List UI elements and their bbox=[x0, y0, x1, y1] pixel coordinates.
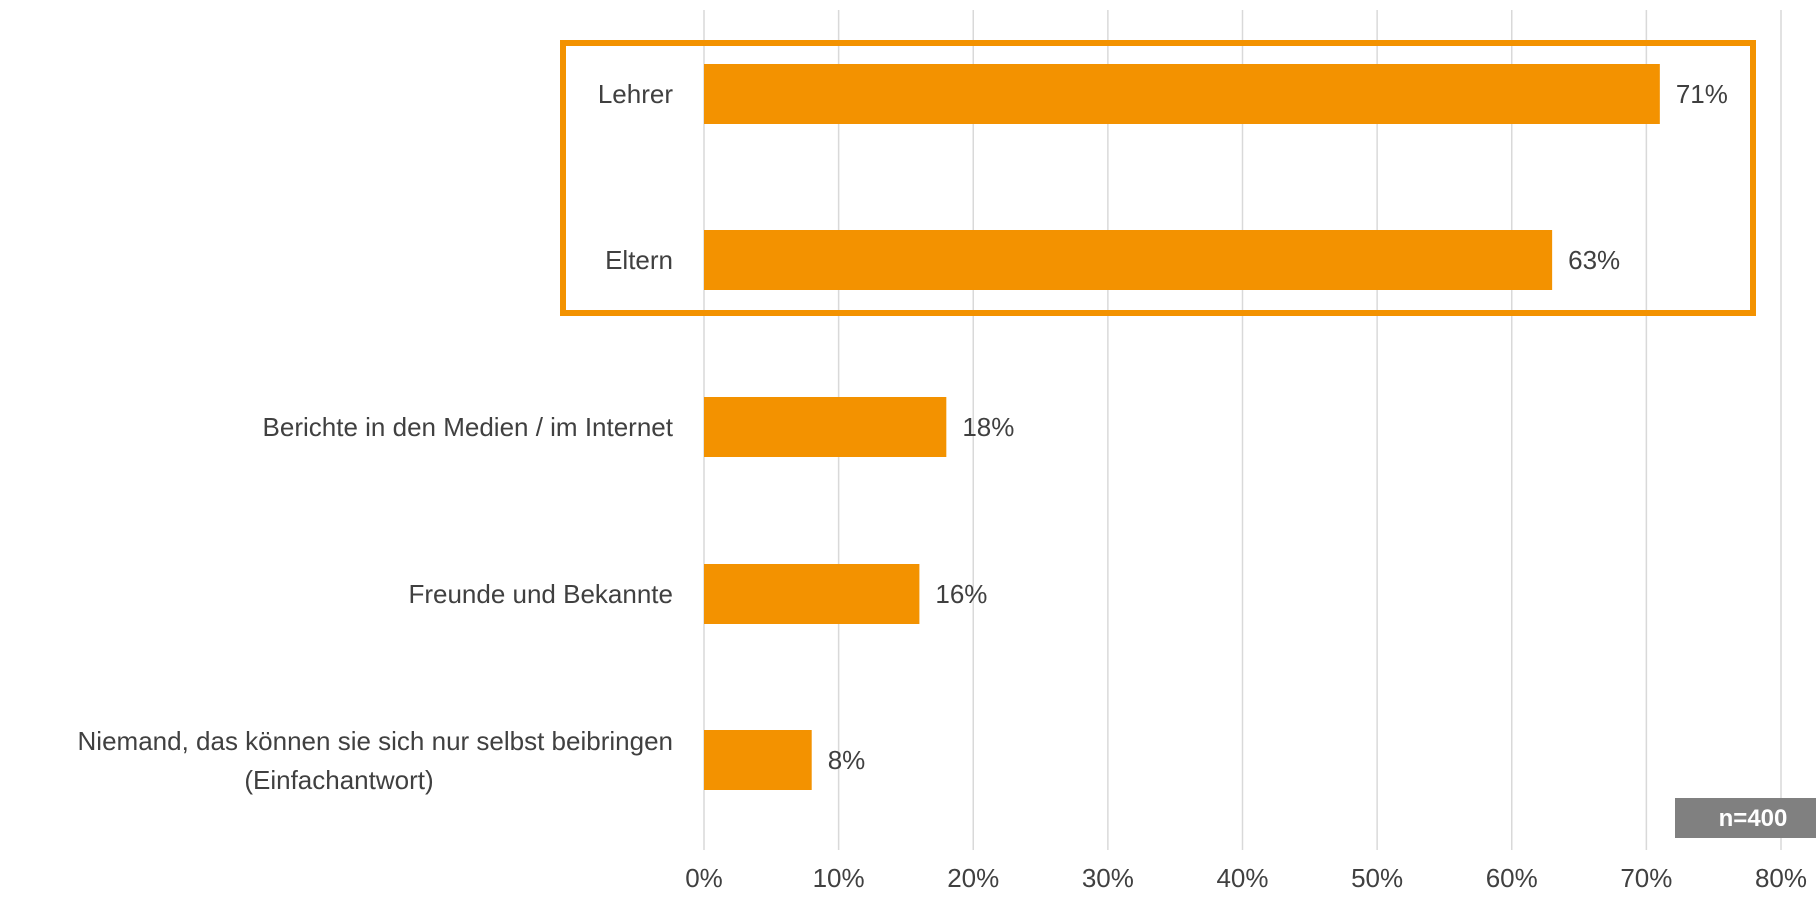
x-tick-label-4: 40% bbox=[1216, 863, 1268, 893]
category-label-1: Eltern bbox=[605, 245, 673, 275]
x-tick-label-1: 10% bbox=[813, 863, 865, 893]
x-tick-label-7: 70% bbox=[1620, 863, 1672, 893]
x-tick-label-6: 60% bbox=[1486, 863, 1538, 893]
gridlines bbox=[703, 10, 1782, 850]
value-label-2: 18% bbox=[962, 412, 1014, 442]
x-tick-label-5: 50% bbox=[1351, 863, 1403, 893]
x-tick-label-0: 0% bbox=[685, 863, 723, 893]
highlight-rectangle bbox=[560, 40, 1756, 316]
bar-2 bbox=[704, 397, 947, 457]
x-tick-label-2: 20% bbox=[947, 863, 999, 893]
value-labels: 71% 63% 18% 16% 8% bbox=[828, 79, 1728, 775]
x-axis-ticks: 0% 10% 20% 30% 40% 50% 60% 70% 80% bbox=[685, 863, 1807, 893]
value-label-4: 8% bbox=[828, 745, 866, 775]
bar-1 bbox=[704, 230, 1553, 290]
value-label-1: 63% bbox=[1568, 245, 1620, 275]
category-label-2: Berichte in den Medien / im Internet bbox=[263, 412, 674, 442]
category-label-4-line-2: (Einfachantwort) bbox=[244, 765, 433, 795]
sample-size-text: n=400 bbox=[1719, 805, 1788, 832]
x-tick-label-8: 80% bbox=[1755, 863, 1807, 893]
sample-size-badge bbox=[1675, 798, 1816, 838]
bars bbox=[704, 64, 1660, 790]
bar-0 bbox=[704, 64, 1660, 124]
x-tick-label-3: 30% bbox=[1082, 863, 1134, 893]
sample-size-note: n=400 bbox=[1675, 798, 1816, 838]
highlight-box bbox=[560, 40, 1756, 316]
bar-4 bbox=[704, 730, 812, 790]
category-label-0: Lehrer bbox=[598, 79, 673, 109]
category-label-4-line-1: Niemand, das können sie sich nur selbst … bbox=[78, 726, 673, 756]
category-labels: Lehrer Eltern Berichte in den Medien / im … bbox=[78, 79, 674, 795]
value-label-0: 71% bbox=[1676, 79, 1728, 109]
bar-3 bbox=[704, 564, 920, 624]
category-label-3: Freunde und Bekannte bbox=[408, 579, 673, 609]
value-label-3: 16% bbox=[935, 579, 987, 609]
